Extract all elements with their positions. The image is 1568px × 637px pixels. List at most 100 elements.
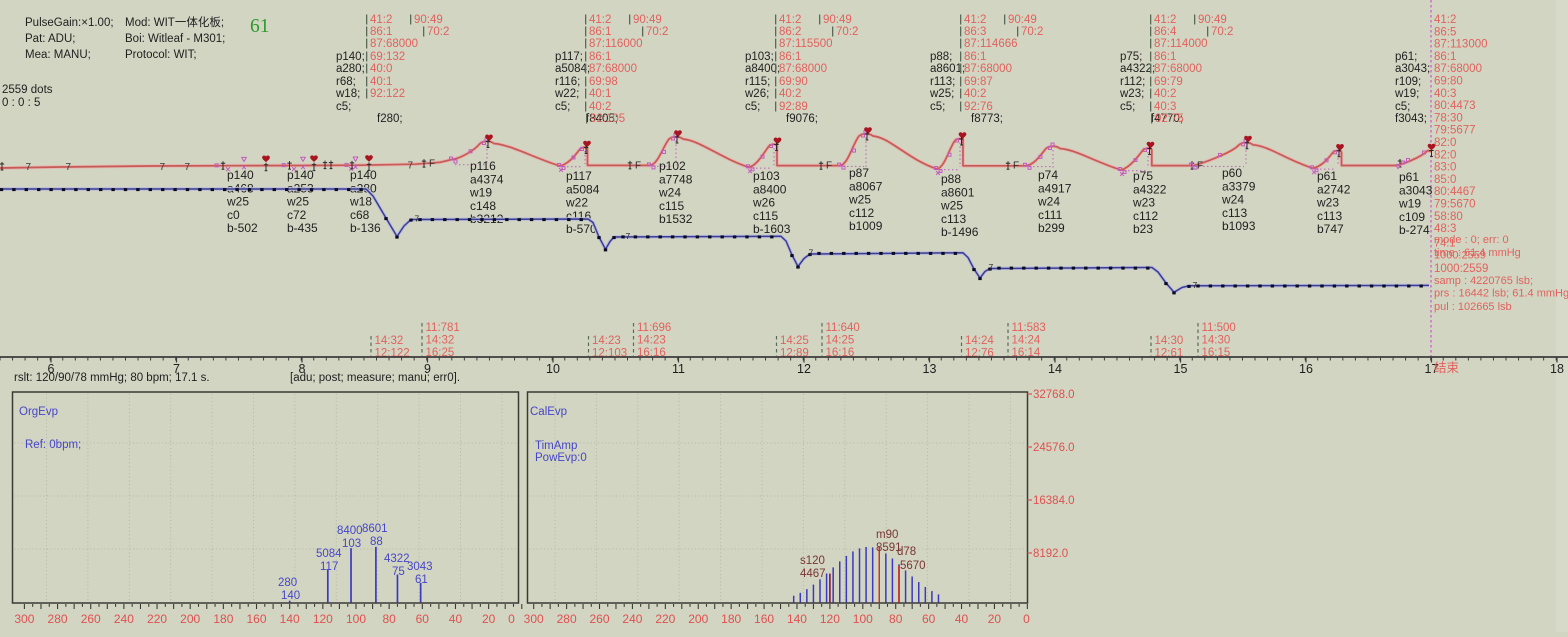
svg-text:15: 15 <box>1174 362 1188 376</box>
svg-text:8: 8 <box>299 362 306 376</box>
svg-text:41:2: 41:2 <box>1154 14 1176 26</box>
svg-text:a4322;: a4322; <box>1120 63 1155 75</box>
svg-text:4322: 4322 <box>384 553 410 565</box>
svg-text:40:2: 40:2 <box>1154 88 1176 100</box>
svg-text:280: 280 <box>557 612 577 626</box>
svg-text:120: 120 <box>313 612 333 626</box>
svg-text:c115: c115 <box>753 209 778 223</box>
svg-text:14:32: 14:32 <box>375 335 404 347</box>
svg-text:140: 140 <box>787 612 807 626</box>
svg-text:40:0: 40:0 <box>370 63 392 75</box>
svg-text:a8067: a8067 <box>849 179 883 193</box>
svg-text:18: 18 <box>1550 362 1564 376</box>
svg-text:92:105: 92:105 <box>590 113 625 125</box>
svg-text:87:114000: 87:114000 <box>1154 38 1208 50</box>
svg-text:7: 7 <box>415 214 420 224</box>
svg-text:90:49: 90:49 <box>633 14 662 26</box>
svg-text:20: 20 <box>988 612 1002 626</box>
svg-text:87:68000: 87:68000 <box>779 63 827 75</box>
svg-text:74:1: 74:1 <box>1434 238 1455 250</box>
svg-text:p61: p61 <box>1399 170 1419 184</box>
svg-text:140: 140 <box>280 612 300 626</box>
svg-text:1000:2559: 1000:2559 <box>1434 263 1488 275</box>
svg-text:16:16: 16:16 <box>826 347 855 359</box>
svg-text:32768.0: 32768.0 <box>1033 389 1075 401</box>
svg-text:c5;: c5; <box>1395 101 1410 113</box>
svg-text:12: 12 <box>797 362 811 376</box>
svg-text:Ref: 0bpm;: Ref: 0bpm; <box>25 439 81 451</box>
svg-text:87:114666: 87:114666 <box>964 38 1018 50</box>
svg-text:c5;: c5; <box>1120 101 1135 113</box>
svg-text:r116;: r116; <box>555 76 580 88</box>
svg-text:40: 40 <box>449 612 463 626</box>
svg-text:c115: c115 <box>659 199 684 213</box>
svg-text:82:0: 82:0 <box>1434 149 1456 161</box>
svg-text:16384.0: 16384.0 <box>1033 495 1075 507</box>
svg-text:240: 240 <box>114 612 134 626</box>
svg-text:80: 80 <box>889 612 903 626</box>
svg-text:m90: m90 <box>876 529 898 541</box>
svg-text:86:1: 86:1 <box>589 26 611 38</box>
svg-text:14:23: 14:23 <box>592 335 621 347</box>
svg-text:b23: b23 <box>1133 222 1153 236</box>
svg-text:40:2: 40:2 <box>779 88 801 100</box>
svg-text:86:2: 86:2 <box>779 26 801 38</box>
svg-text:w18: w18 <box>349 195 372 209</box>
svg-text:TimAmp: TimAmp <box>535 440 577 452</box>
svg-text:Pat: ADU;: Pat: ADU; <box>25 33 76 45</box>
svg-text:92:89: 92:89 <box>779 101 808 113</box>
svg-text:40:3: 40:3 <box>1434 88 1456 100</box>
svg-text:w25: w25 <box>286 195 309 209</box>
svg-text:f280;: f280; <box>377 113 403 125</box>
svg-text:11: 11 <box>672 362 685 376</box>
svg-text:F: F <box>826 161 832 172</box>
svg-text:p140: p140 <box>287 168 314 182</box>
svg-text:p61: p61 <box>1317 169 1337 183</box>
svg-text:a2742: a2742 <box>1317 182 1351 196</box>
svg-text:280: 280 <box>278 577 297 589</box>
svg-text:220: 220 <box>655 612 675 626</box>
svg-text:8591: 8591 <box>876 542 902 554</box>
svg-text:rslt: 120/90/78 mmHg; 80 bpm;: rslt: 120/90/78 mmHg; 80 bpm; 17.1 s. <box>14 372 210 384</box>
svg-text:60: 60 <box>416 612 430 626</box>
svg-text:87:68000: 87:68000 <box>370 38 418 50</box>
svg-text:c5;: c5; <box>336 101 351 113</box>
svg-text:80:4473: 80:4473 <box>1434 100 1476 112</box>
svg-text:w18;: w18; <box>335 88 360 100</box>
svg-text:w24: w24 <box>658 186 681 200</box>
svg-text:F: F <box>1013 161 1019 172</box>
svg-text:c148: c148 <box>470 199 496 213</box>
svg-text:0 : 0 : 5: 0 : 0 : 5 <box>2 97 40 109</box>
svg-text:a4374: a4374 <box>470 172 504 186</box>
svg-text:time : 61.4 mmHg: time : 61.4 mmHg <box>1434 247 1521 259</box>
svg-text:40:1: 40:1 <box>589 88 611 100</box>
svg-text:w25;: w25; <box>929 88 954 100</box>
svg-text:a3043;: a3043; <box>1395 63 1430 75</box>
svg-text:p103: p103 <box>753 169 780 183</box>
svg-text:w25: w25 <box>226 195 249 209</box>
svg-text:f3043;: f3043; <box>1395 113 1427 125</box>
svg-text:117: 117 <box>320 561 338 573</box>
svg-text:r115;: r115; <box>745 76 770 88</box>
svg-text:86:1: 86:1 <box>1154 51 1176 63</box>
svg-text:41:2: 41:2 <box>589 14 611 26</box>
svg-text:58:80: 58:80 <box>1434 211 1463 223</box>
svg-text:240: 240 <box>622 612 642 626</box>
svg-text:86:1: 86:1 <box>1434 51 1456 63</box>
svg-text:PulseGain:×1.00;: PulseGain:×1.00; <box>25 17 114 29</box>
svg-text:120: 120 <box>820 612 840 626</box>
svg-text:80:4467: 80:4467 <box>1434 186 1476 198</box>
svg-text:c5;: c5; <box>555 101 570 113</box>
svg-text:p88;: p88; <box>930 51 952 63</box>
svg-text:69:132: 69:132 <box>370 51 405 63</box>
svg-text:w23;: w23; <box>1119 88 1144 100</box>
svg-text:prs : 16442 lsb; 61.4 mmHg: prs : 16442 lsb; 61.4 mmHg <box>1434 288 1568 300</box>
svg-text:a8400;: a8400; <box>745 63 780 75</box>
svg-text:100: 100 <box>853 612 873 626</box>
svg-text:69:79: 69:79 <box>1154 76 1183 88</box>
svg-text:86:1: 86:1 <box>964 51 986 63</box>
svg-text:14:24: 14:24 <box>1012 335 1041 347</box>
svg-text:90:49: 90:49 <box>1008 14 1037 26</box>
svg-text:61: 61 <box>250 16 270 37</box>
svg-text:87:116000: 87:116000 <box>589 38 643 50</box>
